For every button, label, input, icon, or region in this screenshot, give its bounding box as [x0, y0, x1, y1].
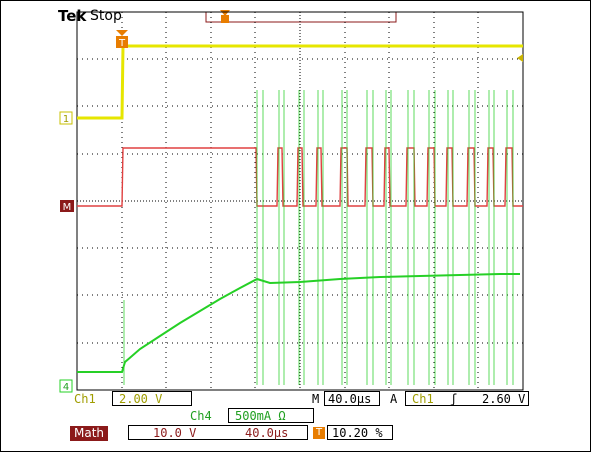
trigger-position-icon: T [116, 30, 128, 49]
timebase-value: 40.0µs [328, 392, 372, 406]
ch4-label: Ch4 [190, 409, 212, 423]
ch1-scale-box[interactable]: 2.00 V [112, 391, 192, 406]
math-marker-label: M [63, 202, 72, 213]
trigger-level: 2.60 V [482, 392, 526, 406]
trigger-pos: 10.20 % [332, 426, 383, 440]
ch4-spikes [123, 90, 514, 385]
ch1-waveform [77, 44, 523, 120]
trigger-pos-box[interactable]: 10.20 % [327, 425, 393, 440]
ch1-marker: 1 [59, 111, 73, 125]
math-label: Math [70, 426, 109, 441]
math-waveform [77, 147, 523, 207]
ch1-scale: 2.00 V [119, 392, 163, 406]
ch1-label: Ch1 [74, 392, 96, 406]
math-scale: 10.0 V [153, 426, 197, 440]
ch4-scale-box[interactable]: 500mA Ω [228, 408, 314, 423]
trigger-slope-icon: ʃ [450, 392, 458, 406]
ch4-marker: 4 [59, 379, 73, 393]
trigger-pos-icon: T [313, 427, 325, 439]
ch4-marker-label: 4 [63, 382, 69, 393]
ch4-scale: 500mA Ω [235, 409, 286, 423]
timebase-label: M [312, 392, 320, 406]
math-time: 40.0µs [245, 426, 289, 440]
ch1-marker-label: 1 [63, 114, 69, 125]
trigger-box[interactable]: Ch1 ʃ 2.60 V [405, 391, 529, 406]
trigger-source: Ch1 [412, 392, 434, 406]
math-scale-box[interactable]: 10.0 V 40.0µs [128, 425, 308, 440]
trigger-level-icon [517, 54, 523, 62]
trigger-mode: A [390, 392, 398, 406]
trigger-marker-label: T [118, 38, 126, 49]
record-bar [205, 11, 397, 23]
center-cross [77, 12, 523, 390]
ch4-waveform [77, 273, 520, 373]
math-marker: M [60, 200, 74, 213]
grid-lines [77, 12, 523, 390]
timebase-box[interactable]: 40.0µs [324, 391, 380, 406]
